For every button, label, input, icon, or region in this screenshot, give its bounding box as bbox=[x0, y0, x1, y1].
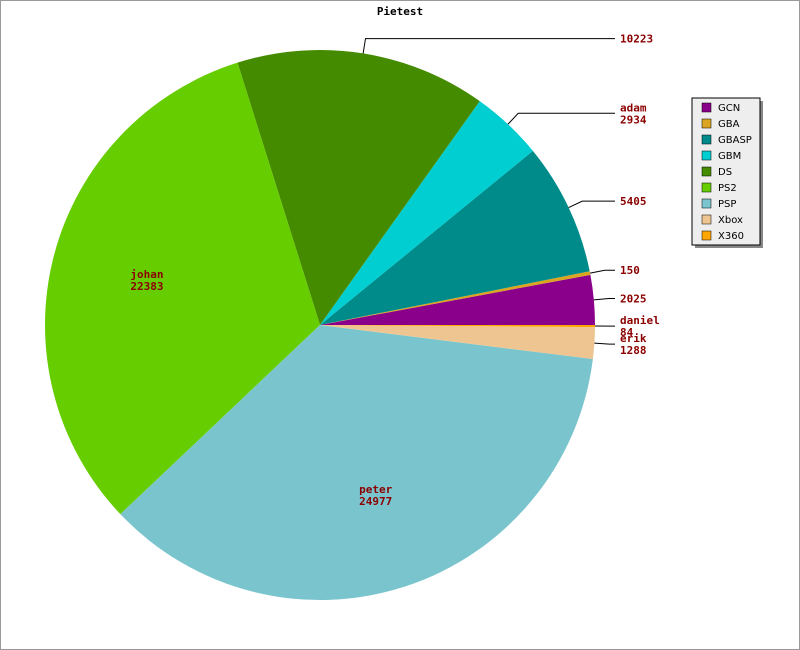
slice-value: 10223 bbox=[620, 33, 653, 46]
legend-swatch bbox=[701, 230, 712, 241]
slice-value: 150 bbox=[620, 264, 640, 277]
slice bbox=[320, 271, 591, 325]
slice-name: adam bbox=[620, 101, 647, 114]
slice-value: 24977 bbox=[359, 495, 392, 508]
legend-label: GBASP bbox=[718, 135, 752, 146]
slice bbox=[120, 325, 593, 600]
slice bbox=[320, 101, 533, 325]
slice-value: 2934 bbox=[620, 113, 647, 126]
slice bbox=[320, 150, 590, 325]
slice bbox=[237, 50, 480, 326]
slice bbox=[320, 325, 595, 360]
leader-line bbox=[507, 112, 615, 125]
legend-swatch bbox=[701, 118, 712, 129]
slice-value: 84 bbox=[620, 326, 634, 339]
legend-swatch bbox=[701, 198, 712, 209]
leader-line bbox=[568, 200, 615, 209]
legend-swatch bbox=[701, 214, 712, 225]
slice-name: daniel bbox=[620, 314, 660, 327]
legend-label: GBA bbox=[718, 119, 740, 130]
leader-line bbox=[589, 269, 615, 274]
legend-label: PSP bbox=[718, 199, 736, 210]
legend-label: PS2 bbox=[718, 183, 737, 194]
slice-value: 22383 bbox=[130, 280, 163, 293]
slice-value: 5405 bbox=[620, 195, 647, 208]
slice-name: erik bbox=[620, 332, 647, 345]
chart-title: Pietest bbox=[377, 5, 423, 18]
slice-value: 2025 bbox=[620, 292, 647, 305]
legend-label: Xbox bbox=[718, 215, 743, 226]
slice bbox=[320, 274, 595, 325]
legend-swatch bbox=[701, 166, 712, 177]
legend-swatch bbox=[701, 134, 712, 145]
legend-swatch bbox=[701, 182, 712, 193]
slice-name: peter bbox=[359, 483, 392, 496]
leader-line bbox=[362, 38, 615, 54]
slice bbox=[44, 62, 320, 515]
leader-line bbox=[594, 342, 615, 345]
slice bbox=[320, 325, 595, 328]
legend-swatch bbox=[701, 102, 712, 113]
legend-swatch bbox=[701, 150, 712, 161]
slice-value: 1288 bbox=[620, 344, 647, 357]
legend-label: GCN bbox=[718, 103, 740, 114]
leader-line bbox=[593, 297, 615, 301]
legend-label: DS bbox=[718, 167, 732, 178]
legend-label: X360 bbox=[718, 231, 744, 242]
slice-name: johan bbox=[130, 268, 163, 281]
legend-label: GBM bbox=[718, 151, 741, 162]
